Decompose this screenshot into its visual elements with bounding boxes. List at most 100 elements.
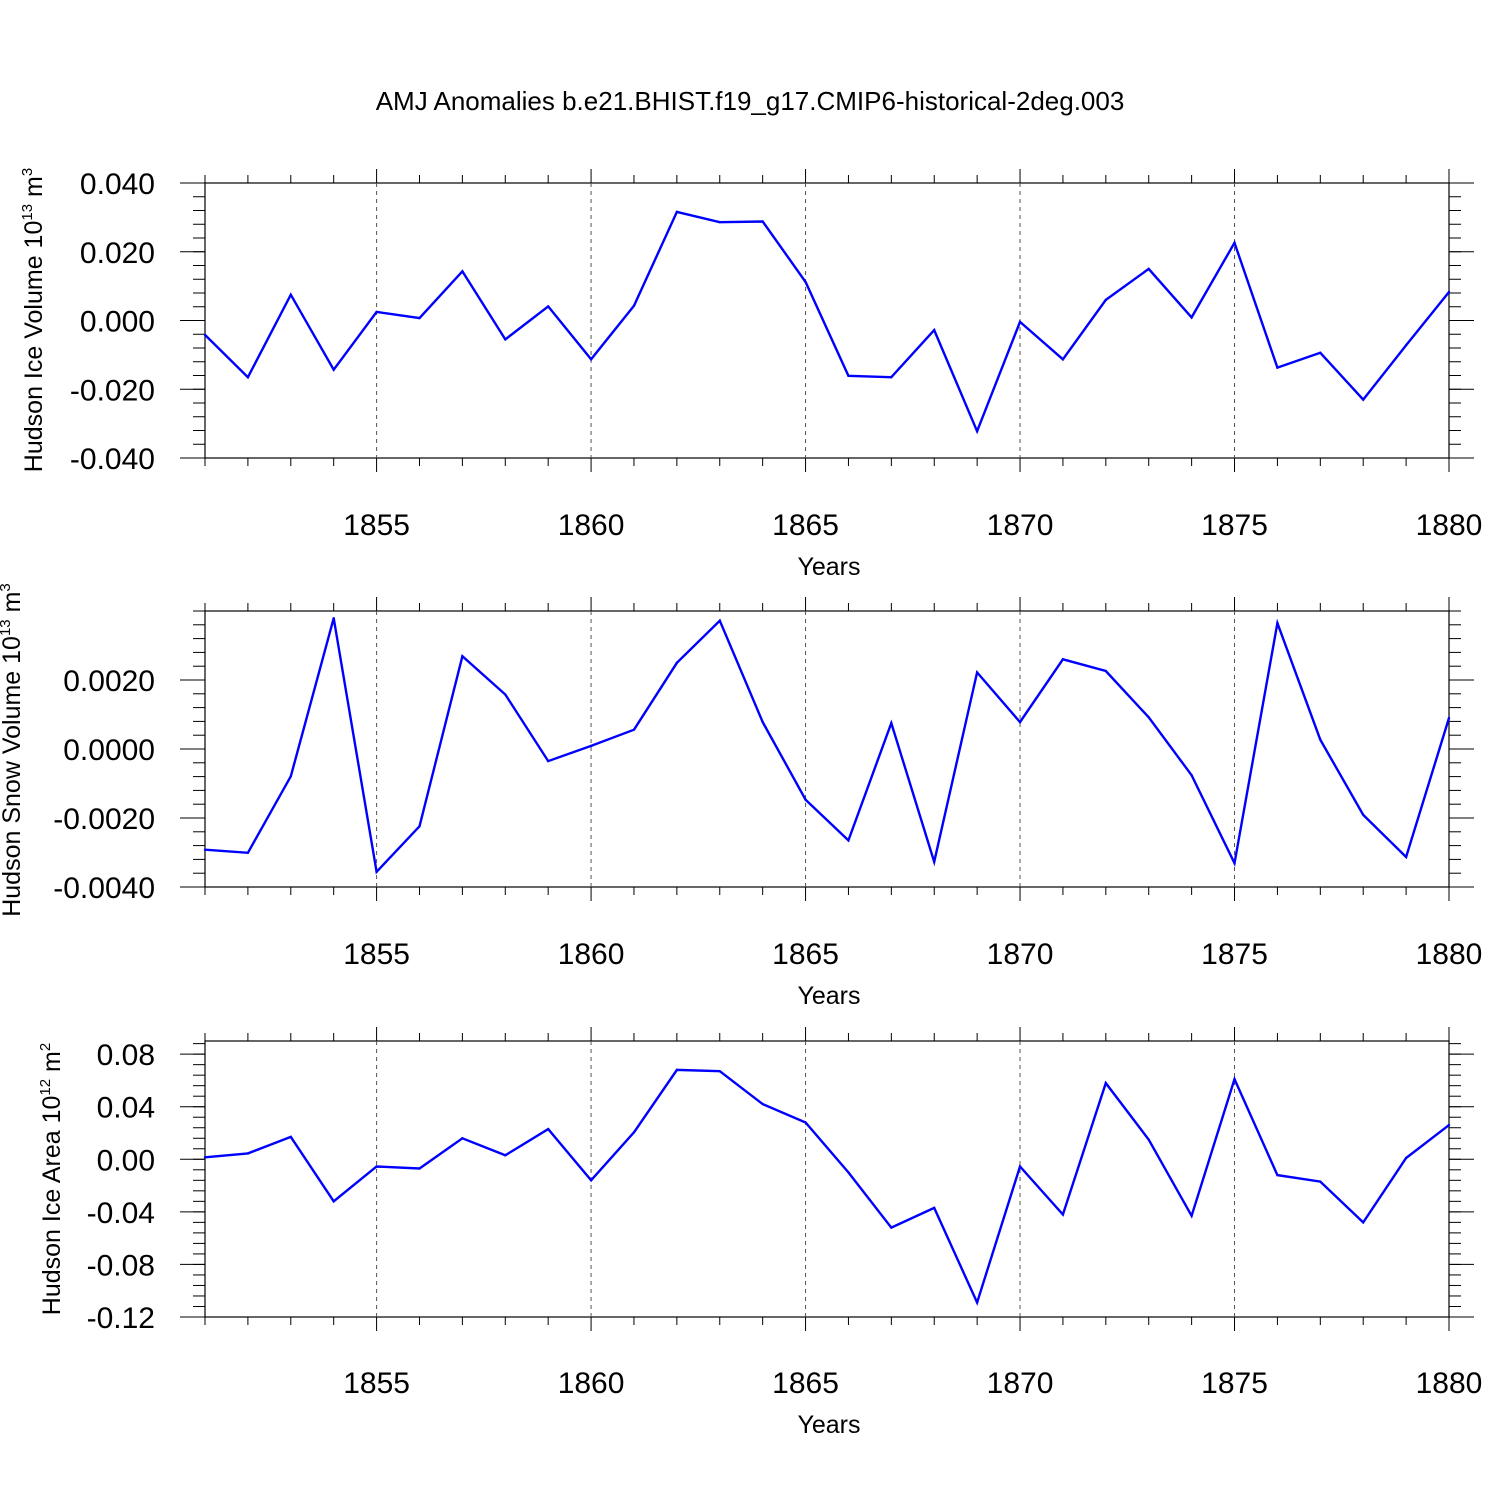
y-tick-label: -0.0040 [53, 872, 155, 905]
data-point [461, 270, 464, 273]
data-point [890, 376, 893, 379]
data-point [1404, 855, 1408, 859]
data-point [203, 333, 207, 337]
x-tick-label: 1855 [343, 509, 410, 542]
y-tick-label: 0.0000 [63, 734, 155, 767]
x-tick-label: 1860 [558, 1367, 625, 1400]
data-point [975, 1301, 979, 1304]
x-tick-label: 1880 [1416, 509, 1483, 542]
data-point [761, 220, 764, 223]
x-axis-label: Years [797, 1411, 860, 1439]
data-point [289, 293, 292, 296]
x-tick-label: 1865 [772, 509, 839, 542]
data-point [546, 305, 550, 308]
data-point [289, 775, 292, 778]
data-point [461, 1137, 464, 1140]
data-point [718, 1070, 721, 1073]
data-point [1018, 720, 1022, 724]
data-point [1233, 861, 1236, 865]
panels: -0.040 -0.020 0.000 0.020 0.040 1855 1860 1865 1… [0, 168, 1482, 1439]
y-tick-label: 0.020 [80, 237, 155, 270]
data-point [1233, 241, 1236, 245]
plot-frame [204, 1040, 1450, 1318]
data-point [1276, 621, 1279, 625]
series-line [204, 617, 1451, 875]
data-point [1276, 366, 1279, 369]
data-point [1447, 1123, 1451, 1127]
x-tick-label: 1870 [987, 509, 1054, 542]
data-point [847, 1171, 850, 1174]
data-point [804, 798, 807, 801]
y-axis-label: Hudson Ice Area 1012 m2 [37, 1043, 66, 1315]
data-point [1190, 774, 1193, 777]
data-point [804, 280, 807, 284]
series-line [204, 1068, 1450, 1306]
x-axis-label: Years [797, 982, 860, 1010]
y-tick-label: 0.0020 [63, 665, 155, 698]
data-point [718, 220, 721, 224]
plot-frame [204, 610, 1450, 888]
data-point [1104, 298, 1108, 302]
data-point [332, 1200, 335, 1203]
x-tick-label: 1855 [343, 938, 410, 971]
data-point [1362, 398, 1365, 401]
data-point [589, 358, 593, 361]
data-point [933, 1206, 936, 1210]
data-point [589, 744, 593, 748]
data-point [375, 310, 378, 314]
y-tick-label: 0.04 [97, 1092, 155, 1125]
x-tick-label: 1870 [987, 938, 1054, 971]
y-tick-label: 0.040 [80, 168, 155, 201]
data-point [847, 839, 850, 842]
y-tick-label: -0.08 [87, 1249, 155, 1282]
data-point [418, 1167, 421, 1170]
data-point [1190, 1214, 1193, 1218]
chart-panel-3: -0.12 -0.08 -0.04 0.00 0.04 0.08 1855 1860 1865 1… [37, 1027, 1482, 1439]
data-point [933, 860, 936, 864]
data-point [1233, 1077, 1236, 1081]
data-point [1404, 1156, 1408, 1160]
data-point [632, 728, 636, 731]
data-point [804, 1121, 807, 1124]
y-tick-label: -0.12 [87, 1302, 155, 1335]
y-tick-label: -0.04 [87, 1197, 155, 1230]
data-point [632, 1131, 636, 1134]
y-axis-label: Hudson Snow Volume 1013 m3 [0, 583, 26, 917]
data-point [675, 1068, 679, 1072]
data-point [504, 693, 507, 696]
data-point [246, 376, 250, 379]
data-point [890, 721, 893, 725]
x-tick-label: 1875 [1201, 938, 1268, 971]
data-point [1147, 267, 1150, 271]
x-tick-label: 1855 [343, 1367, 410, 1400]
y-tick-label: -0.040 [70, 443, 155, 476]
data-point [332, 617, 335, 620]
data-point [332, 368, 335, 371]
x-tick-label: 1865 [772, 1367, 839, 1400]
chart-panel-2: -0.0040 -0.0020 0.0000 0.0020 1855 1860 1865 18… [0, 583, 1482, 1010]
data-point [1104, 1081, 1108, 1085]
data-point [1319, 1180, 1322, 1183]
x-tick-label: 1880 [1416, 1367, 1483, 1400]
data-point [1276, 1173, 1279, 1177]
data-point [1018, 320, 1022, 324]
data-point [933, 328, 936, 332]
data-point [1404, 344, 1408, 347]
data-point [847, 374, 850, 378]
x-tick-label: 1860 [558, 938, 625, 971]
series-line [204, 210, 1450, 435]
data-point [761, 1102, 764, 1106]
data-point [761, 720, 764, 724]
data-point [1362, 1221, 1365, 1224]
x-tick-label: 1860 [558, 509, 625, 542]
data-point [546, 1127, 550, 1131]
data-point [203, 848, 207, 851]
data-point [975, 671, 979, 674]
data-point [1061, 358, 1065, 361]
data-point [246, 1152, 250, 1155]
data-point [461, 654, 464, 658]
y-axis-label: Hudson Ice Volume 1013 m3 [19, 168, 48, 472]
data-point [1147, 716, 1150, 719]
data-point [1319, 738, 1322, 741]
